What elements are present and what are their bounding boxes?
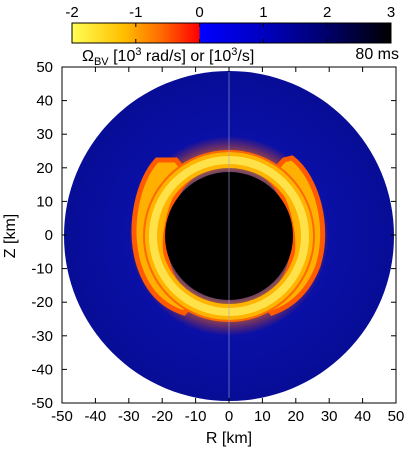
y-tick-label: -10 — [31, 261, 53, 278]
x-tick-label: 10 — [254, 408, 271, 425]
x-tick-label: -10 — [185, 408, 207, 425]
x-tick-label: -50 — [51, 408, 73, 425]
y-tick-label: -30 — [31, 328, 53, 345]
colorbar-tick-label: -2 — [65, 4, 78, 21]
plot-area — [64, 67, 394, 403]
colorbar-label-end: /s] — [237, 48, 254, 65]
y-tick-label: -50 — [31, 395, 53, 412]
y-tick-label: 10 — [36, 193, 53, 210]
y-tick-label: 50 — [36, 59, 53, 76]
colorbar — [71, 22, 392, 44]
colorbar-label-exp: 3 — [135, 46, 141, 58]
colorbar-tick-label: 2 — [323, 4, 331, 21]
colorbar-tick-label: 0 — [195, 4, 203, 21]
y-tick-label: 30 — [36, 126, 53, 143]
y-tick-label: 40 — [36, 93, 53, 110]
x-axis: -50 -40 -30 -20 -10 0 10 20 30 40 50 — [51, 67, 404, 425]
colorbar-label-sub: BV — [94, 56, 109, 68]
y-tick-label: 0 — [45, 227, 53, 244]
y-tick-label: 20 — [36, 160, 53, 177]
y-tick-label: -40 — [31, 361, 53, 378]
x-tick-label: -40 — [85, 408, 107, 425]
colorbar-ticks: -2 -1 0 1 2 3 — [65, 4, 395, 43]
colorbar-tick-label: 1 — [259, 4, 267, 21]
y-axis-title: Z [km] — [2, 214, 19, 258]
colorbar-label-unit: rad/s] or [10 — [141, 48, 231, 65]
colorbar-tick-label: 3 — [387, 4, 395, 21]
x-tick-label: 0 — [225, 408, 233, 425]
x-axis-title: R [km] — [206, 430, 252, 447]
x-tick-label: 40 — [354, 408, 371, 425]
x-tick-label: -30 — [118, 408, 140, 425]
y-axis: 50 40 30 20 10 0 -10 -20 -30 -40 -50 — [31, 59, 396, 412]
colorbar-label: ΩBV [103 rad/s] or [103/s] — [82, 46, 254, 68]
x-tick-label: 50 — [388, 408, 405, 425]
y-tick-label: -20 — [31, 294, 53, 311]
x-tick-label: 20 — [287, 408, 304, 425]
x-tick-label: 30 — [321, 408, 338, 425]
colorbar-label-exp2: 3 — [231, 46, 237, 58]
colorbar-tick-label: -1 — [129, 4, 142, 21]
time-label: 80 ms — [355, 46, 399, 63]
colorbar-label-main: Ω — [82, 48, 94, 65]
x-tick-label: -20 — [151, 408, 173, 425]
colorbar-label-rest: [10 — [109, 48, 136, 65]
